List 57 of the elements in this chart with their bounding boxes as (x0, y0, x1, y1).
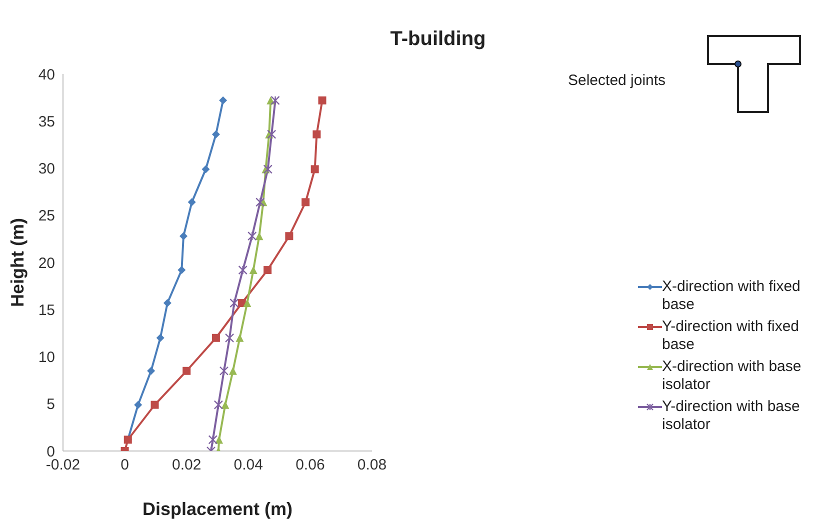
y-tick-label: 15 (38, 302, 55, 319)
point (147, 366, 156, 375)
point (285, 232, 294, 240)
legend-label: X-direction with base isolator (662, 358, 802, 394)
point (219, 366, 229, 376)
x-tick-label: 0.02 (172, 456, 202, 474)
y-tick-label: 10 (38, 349, 55, 366)
point (219, 96, 228, 104)
point (249, 266, 258, 274)
point (180, 232, 188, 240)
point (208, 435, 218, 444)
x-tick-label: 0.08 (357, 456, 387, 474)
point (255, 232, 264, 240)
legend-label: X-direction with fixed base (662, 278, 802, 314)
point (156, 334, 164, 342)
point (256, 198, 265, 207)
point (134, 400, 142, 409)
y-tick-label: 25 (38, 208, 55, 225)
point (248, 232, 257, 241)
point (182, 366, 191, 375)
point (178, 266, 186, 274)
point (221, 400, 230, 409)
x-axis-title: Displacement (m) (142, 499, 293, 519)
y-tick-label: 5 (46, 396, 55, 414)
point (150, 400, 159, 409)
point (230, 298, 239, 308)
point (224, 333, 234, 342)
legend-label: Y-direction with base isolator (662, 398, 801, 434)
x-tick-label: 0.04 (234, 456, 263, 474)
point (266, 130, 276, 139)
point (228, 366, 237, 375)
point (270, 96, 280, 105)
y-tick-label: 20 (38, 254, 55, 272)
point (264, 266, 272, 274)
text: Selected joints (568, 72, 666, 89)
point (302, 198, 310, 206)
point (310, 165, 319, 174)
point (238, 265, 248, 275)
y-axis-title: Height (m) (7, 218, 28, 307)
point (188, 198, 196, 206)
x-tick-label: 0 (120, 456, 129, 474)
point (202, 165, 210, 174)
legend-label: Y-direction with fixed base (662, 318, 800, 354)
y-tick-label: 35 (38, 113, 55, 130)
point (163, 299, 172, 308)
point (318, 96, 326, 104)
x-tick-label: 0.06 (296, 456, 325, 474)
y-tick-label: 40 (38, 66, 55, 84)
point (243, 299, 252, 308)
point (263, 164, 272, 174)
point (212, 334, 220, 342)
point (236, 334, 244, 342)
y-tick-label: 30 (38, 160, 55, 178)
point (214, 400, 224, 410)
point (312, 130, 321, 138)
text: T-building (389, 28, 487, 51)
point (212, 130, 220, 138)
